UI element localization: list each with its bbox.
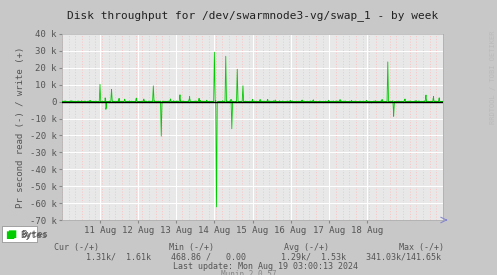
Text: Bytes: Bytes	[21, 230, 48, 239]
Text: Last update: Mon Aug 19 03:00:13 2024: Last update: Mon Aug 19 03:00:13 2024	[139, 262, 358, 271]
Text: ■: ■	[5, 230, 14, 240]
Text: Cur (-/+)              Min (-/+)              Avg (-/+)              Max (-/+): Cur (-/+) Min (-/+) Avg (-/+) Max (-/+)	[54, 243, 443, 252]
Text: Bytes: Bytes	[20, 231, 47, 240]
Text: Munin 2.0.57: Munin 2.0.57	[221, 270, 276, 275]
Text: 1.31k/  1.61k    468.86 /   0.00       1.29k/  1.53k    341.03k/141.65k: 1.31k/ 1.61k 468.86 / 0.00 1.29k/ 1.53k …	[56, 253, 441, 262]
Text: RRDTOOL / TOBI OETIKER: RRDTOOL / TOBI OETIKER	[490, 30, 496, 124]
Text: Disk throughput for /dev/swarmnode3-vg/swap_1 - by week: Disk throughput for /dev/swarmnode3-vg/s…	[67, 10, 438, 21]
Y-axis label: Pr second read (-) / write (+): Pr second read (-) / write (+)	[16, 46, 25, 208]
Text: ■: ■	[7, 229, 17, 239]
